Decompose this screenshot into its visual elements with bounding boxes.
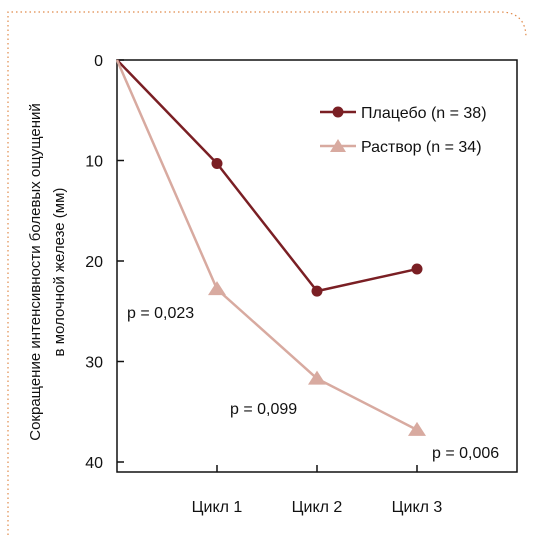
legend-marker-solution bbox=[330, 139, 346, 152]
y-axis-title: Сокращение интенсивности болевых ощущени… bbox=[27, 103, 68, 441]
y-tick-label: 20 bbox=[85, 254, 103, 271]
series-line-placebo bbox=[116, 59, 418, 293]
y-tick-label: 40 bbox=[85, 455, 103, 472]
y-axis-title-line2: в молочной железе (мм) bbox=[51, 188, 68, 357]
dotted-border bbox=[7, 11, 527, 535]
legend-label-solution: Раствор (n = 34) bbox=[361, 139, 482, 156]
data-point-solution bbox=[308, 370, 326, 385]
legend-marker-placebo bbox=[332, 106, 344, 118]
x-tick-label: Цикл 3 bbox=[392, 499, 443, 516]
y-tick-label: 10 bbox=[85, 154, 103, 171]
y-axis-title-line1: Сокращение интенсивности болевых ощущени… bbox=[27, 103, 44, 441]
annotation-p-cycle1: p = 0,023 bbox=[127, 305, 194, 322]
data-point-placebo bbox=[411, 263, 423, 275]
x-axis-ticks: Цикл 1 Цикл 2 Цикл 3 bbox=[192, 465, 443, 516]
data-point-placebo bbox=[211, 158, 223, 170]
legend-label-placebo: Плацебо (n = 38) bbox=[361, 105, 487, 122]
data-point-solution bbox=[208, 281, 226, 296]
data-point-solution bbox=[408, 421, 426, 436]
annotation-p-cycle3: p = 0,006 bbox=[432, 445, 499, 462]
legend: Плацебо (n = 38) Раствор (n = 34) bbox=[320, 105, 487, 156]
series-line-solution bbox=[115, 59, 418, 431]
x-tick-label: Цикл 1 bbox=[192, 499, 243, 516]
y-tick-label: 0 bbox=[94, 53, 103, 70]
series-layer bbox=[115, 59, 426, 436]
x-tick-label: Цикл 2 bbox=[292, 499, 343, 516]
data-point-placebo bbox=[311, 285, 323, 297]
y-axis-ticks: 0 10 20 30 40 bbox=[85, 53, 124, 472]
y-tick-label: 30 bbox=[85, 355, 103, 372]
annotation-p-cycle2: p = 0,099 bbox=[230, 401, 297, 418]
